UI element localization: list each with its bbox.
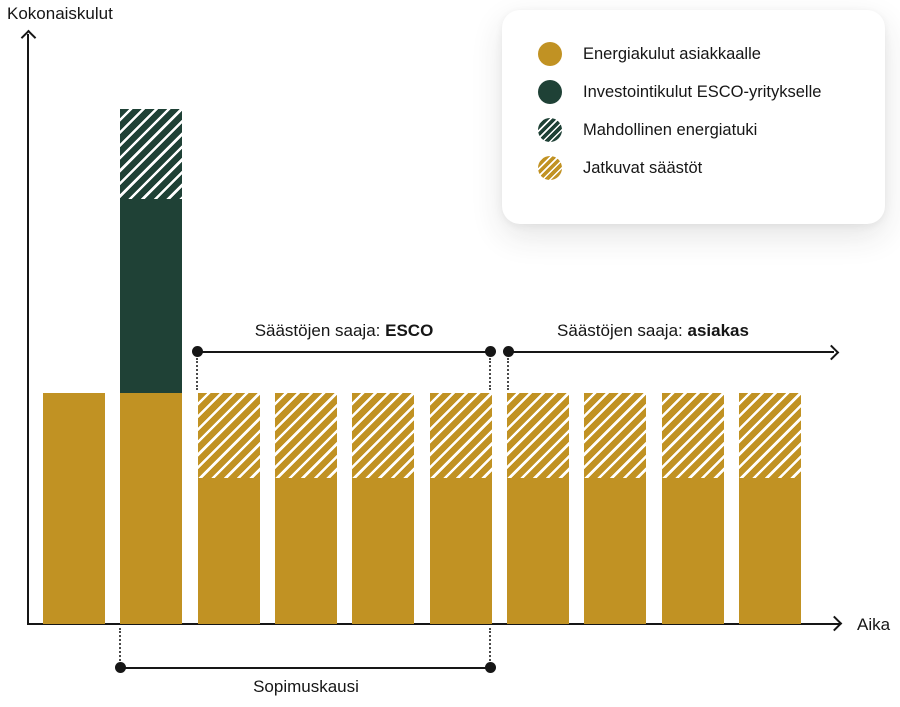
annotation-asiakas-start-dot (503, 346, 514, 357)
y-axis-label: Kokonaiskulut (7, 4, 113, 23)
bar-segment-savings (584, 393, 646, 478)
bar (584, 393, 646, 624)
solid-gold-circle-icon (538, 42, 562, 66)
contract-period-end-dot (485, 662, 496, 673)
bar-segment-savings (739, 393, 801, 478)
bar-segment-savings (430, 393, 492, 478)
bar-segment-support (120, 109, 182, 199)
legend-item-label: Jatkuvat säästöt (583, 158, 703, 177)
bar-segment-energy (739, 478, 801, 624)
x-axis-line (27, 623, 840, 625)
bar (507, 393, 569, 624)
bar-segment-savings (275, 393, 337, 478)
bar (120, 109, 182, 624)
annotation-asiakas-start-dotted-line (507, 358, 509, 390)
legend-card: Energiakulut asiakkaalle Investointikulu… (502, 10, 885, 224)
bar-segment-energy (430, 478, 492, 624)
annotation-esco-start-dotted-line (196, 358, 198, 390)
annotation-asiakas-line (508, 351, 834, 353)
hatched-green-circle-icon (538, 118, 562, 142)
annotation-esco-end-dot (485, 346, 496, 357)
legend-item-savings: Jatkuvat säästöt (538, 156, 867, 180)
bar (198, 393, 260, 624)
annotation-asiakas-label: Säästöjen saaja: asiakas (493, 321, 813, 341)
bar-segment-savings (198, 393, 260, 478)
y-axis-line (27, 34, 29, 625)
annotation-esco-start-dot (192, 346, 203, 357)
bar-segment-energy (43, 393, 105, 624)
contract-period-start-dotted-line (119, 628, 121, 661)
contract-period-line (120, 667, 490, 669)
legend-item-label: Energiakulut asiakkaalle (583, 44, 761, 63)
legend-item-support: Mahdollinen energiatuki (538, 118, 867, 142)
bar (275, 393, 337, 624)
bar-segment-energy (584, 478, 646, 624)
legend-item-label: Investointikulut ESCO-yritykselle (583, 82, 822, 101)
bar-segment-energy (507, 478, 569, 624)
bar-segment-energy (662, 478, 724, 624)
annotation-esco-prefix: Säästöjen saaja: (254, 321, 381, 340)
bar (43, 393, 105, 624)
bar-segment-investment (120, 199, 182, 393)
bar (430, 393, 492, 624)
x-axis-label: Aika (857, 615, 891, 634)
contract-period-end-dotted-line (489, 628, 491, 661)
legend-item-investment: Investointikulut ESCO-yritykselle (538, 80, 867, 104)
bar-segment-savings (507, 393, 569, 478)
legend-item-label: Mahdollinen energiatuki (583, 120, 758, 139)
solid-green-circle-icon (538, 80, 562, 104)
annotation-esco-bold: ESCO (385, 321, 434, 340)
bar-segment-savings (662, 393, 724, 478)
bar-segment-energy (275, 478, 337, 624)
bar (352, 393, 414, 624)
annotation-esco-line (197, 351, 490, 353)
legend-item-energy: Energiakulut asiakkaalle (538, 42, 867, 66)
annotation-esco-label: Säästöjen saaja: ESCO (184, 321, 504, 341)
bar-segment-energy (352, 478, 414, 624)
annotation-esco-end-dotted-line (489, 358, 491, 390)
bar (662, 393, 724, 624)
bar (739, 393, 801, 624)
bar-segment-energy (120, 393, 182, 624)
bar-segment-savings (352, 393, 414, 478)
annotation-asiakas-bold: asiakas (687, 321, 749, 340)
annotation-asiakas-prefix: Säästöjen saaja: (557, 321, 683, 340)
hatched-gold-circle-icon (538, 156, 562, 180)
bar-segment-energy (198, 478, 260, 624)
contract-period-label: Sopimuskausi (253, 677, 359, 696)
contract-period-start-dot (115, 662, 126, 673)
